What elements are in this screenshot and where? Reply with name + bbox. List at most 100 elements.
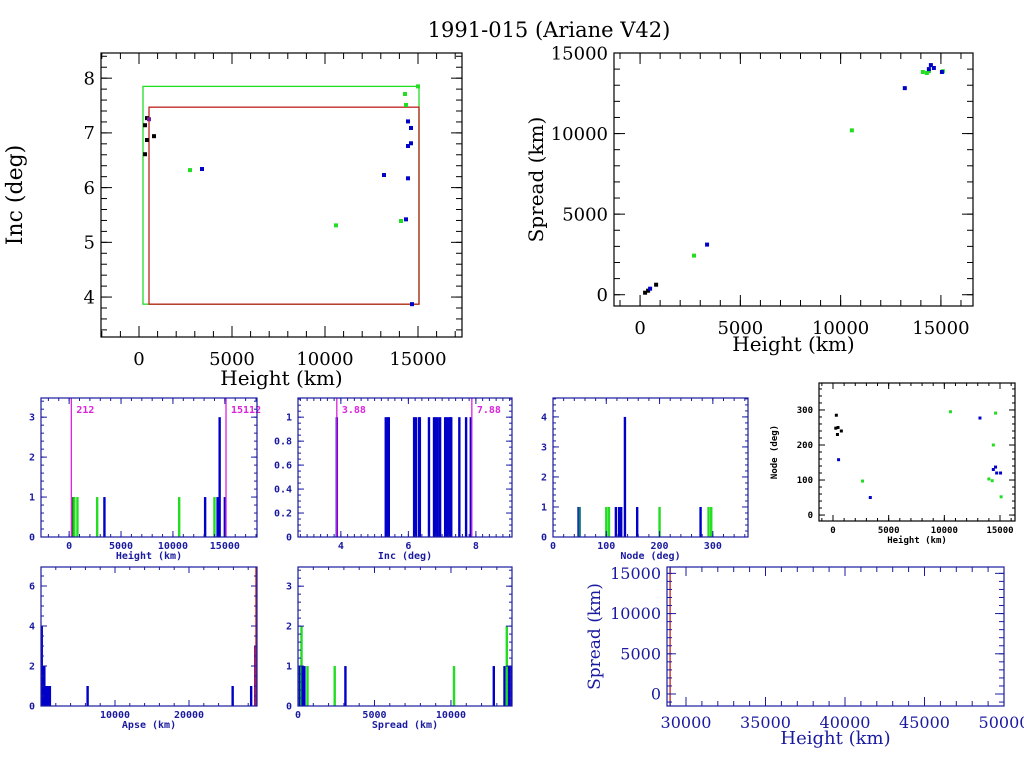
plot-frame xyxy=(666,566,1005,707)
data-point xyxy=(987,477,991,481)
x-tick-label: 40000 xyxy=(820,713,871,732)
data-point xyxy=(834,413,838,417)
plot-area xyxy=(298,626,512,706)
data-point xyxy=(834,426,838,430)
histogram-bar xyxy=(344,666,347,706)
data-point xyxy=(849,128,854,133)
data-point xyxy=(646,288,651,293)
y-tick-label: 5 xyxy=(84,233,95,254)
data-point xyxy=(995,471,999,475)
panel-8: 0 5000 10000 0 1 2 3 Spread (km) xyxy=(286,566,513,731)
histogram-bar xyxy=(443,417,447,537)
data-point xyxy=(978,416,982,420)
data-point xyxy=(144,116,149,121)
x-tick-label: 30000 xyxy=(661,713,712,732)
data-point xyxy=(405,176,410,181)
y-tick-label: 4 xyxy=(541,412,547,423)
histogram-bar xyxy=(44,686,48,706)
data-point xyxy=(835,432,839,436)
histogram-bar xyxy=(635,506,639,537)
histogram-bar xyxy=(658,506,661,537)
x-tick-label: 0 xyxy=(830,526,835,536)
histogram-bar xyxy=(216,497,219,537)
x-tick-label: 8 xyxy=(473,541,479,552)
x-axis-label: Node (deg) xyxy=(620,551,680,562)
x-tick-label: 15000 xyxy=(986,526,1013,536)
histogram-bar xyxy=(432,417,436,537)
x-tick-label: 6 xyxy=(405,541,411,552)
histogram-bar xyxy=(710,506,713,537)
x-tick-label: 20000 xyxy=(174,710,204,721)
y-tick-label: 0.4 xyxy=(274,485,292,496)
data-point xyxy=(692,253,697,258)
histogram-bar xyxy=(452,666,456,706)
panel-4: 3.88 7.88 4 6 8 0 0.2 0.4 0.6 0.8 1 Inc (deg) xyxy=(274,397,513,562)
y-tick-label: 0 xyxy=(29,533,35,544)
histogram-bar xyxy=(306,666,309,706)
data-point xyxy=(403,217,408,222)
data-point xyxy=(654,282,659,287)
range-box xyxy=(142,85,420,305)
data-point xyxy=(839,429,843,433)
histogram-bar xyxy=(177,497,181,537)
y-tick-label: 0 xyxy=(651,685,661,704)
x-tick-label: 5000 xyxy=(109,541,133,552)
plot-frame xyxy=(297,397,513,538)
histogram-bar xyxy=(231,686,234,706)
histogram-bar xyxy=(384,417,387,537)
histogram-bar xyxy=(605,506,608,537)
y-axis-label: Spread (km) xyxy=(524,117,548,243)
data-point xyxy=(333,223,338,228)
y-tick-label: 5000 xyxy=(620,644,661,663)
histogram-bar xyxy=(578,506,581,537)
x-tick-label: 10000 xyxy=(436,710,466,721)
x-axis-label: Height (km) xyxy=(732,332,854,356)
histogram-bar xyxy=(617,506,621,537)
x-axis-label: Inc (deg) xyxy=(378,551,432,562)
histogram-bar xyxy=(223,497,227,537)
x-tick-label: 10000 xyxy=(158,541,188,552)
y-tick-label: 0 xyxy=(286,702,292,713)
plot-area xyxy=(834,410,1003,500)
x-tick-label: 35000 xyxy=(740,713,791,732)
range-box xyxy=(148,106,420,305)
x-tick-label: 100 xyxy=(597,541,615,552)
y-axis-label: Inc (deg) xyxy=(3,145,28,246)
plot-frame xyxy=(297,566,513,707)
x-tick-label: 200 xyxy=(651,541,669,552)
data-point xyxy=(902,86,907,91)
x-tick-label: 5000 xyxy=(209,349,255,370)
data-point xyxy=(648,286,653,291)
x-axis-label: Height (km) xyxy=(887,535,947,546)
y-tick-label: 0 xyxy=(29,702,35,713)
data-point xyxy=(860,479,864,483)
x-axis-label: Height (km) xyxy=(116,550,182,562)
chart-title: 1991-015 (Ariane V42) xyxy=(428,18,671,42)
data-point xyxy=(405,144,410,149)
histogram-bar xyxy=(492,666,495,706)
x-tick-label: 10000 xyxy=(931,526,958,536)
histogram-bar xyxy=(333,666,336,706)
data-point xyxy=(151,134,156,139)
panel-1: 0 5000 10000 15000 4 5 6 7 8 Height (km) Inc (deg) xyxy=(3,52,463,390)
y-tick-label: 7 xyxy=(84,123,95,144)
histogram-bar xyxy=(619,506,623,537)
histogram-bar xyxy=(298,666,302,706)
histogram-bar xyxy=(303,666,306,706)
y-tick-label: 4 xyxy=(84,287,95,308)
y-tick-label: 1 xyxy=(29,493,35,504)
histogram-bar xyxy=(458,417,461,537)
x-tick-label: 45000 xyxy=(899,713,950,732)
y-tick-label: 0 xyxy=(597,285,608,306)
histogram-bar xyxy=(503,666,506,706)
x-axis-label: Height (km) xyxy=(220,366,342,390)
data-point xyxy=(931,65,936,70)
data-point xyxy=(705,242,710,247)
y-tick-label: 10000 xyxy=(610,604,661,623)
y-tick-label: 0 xyxy=(286,533,292,544)
y-tick-label: 10000 xyxy=(551,124,608,145)
y-tick-label: 0 xyxy=(808,511,813,521)
data-point xyxy=(147,117,152,122)
y-tick-label: 2 xyxy=(286,622,292,633)
y-tick-label: 8 xyxy=(84,68,95,89)
